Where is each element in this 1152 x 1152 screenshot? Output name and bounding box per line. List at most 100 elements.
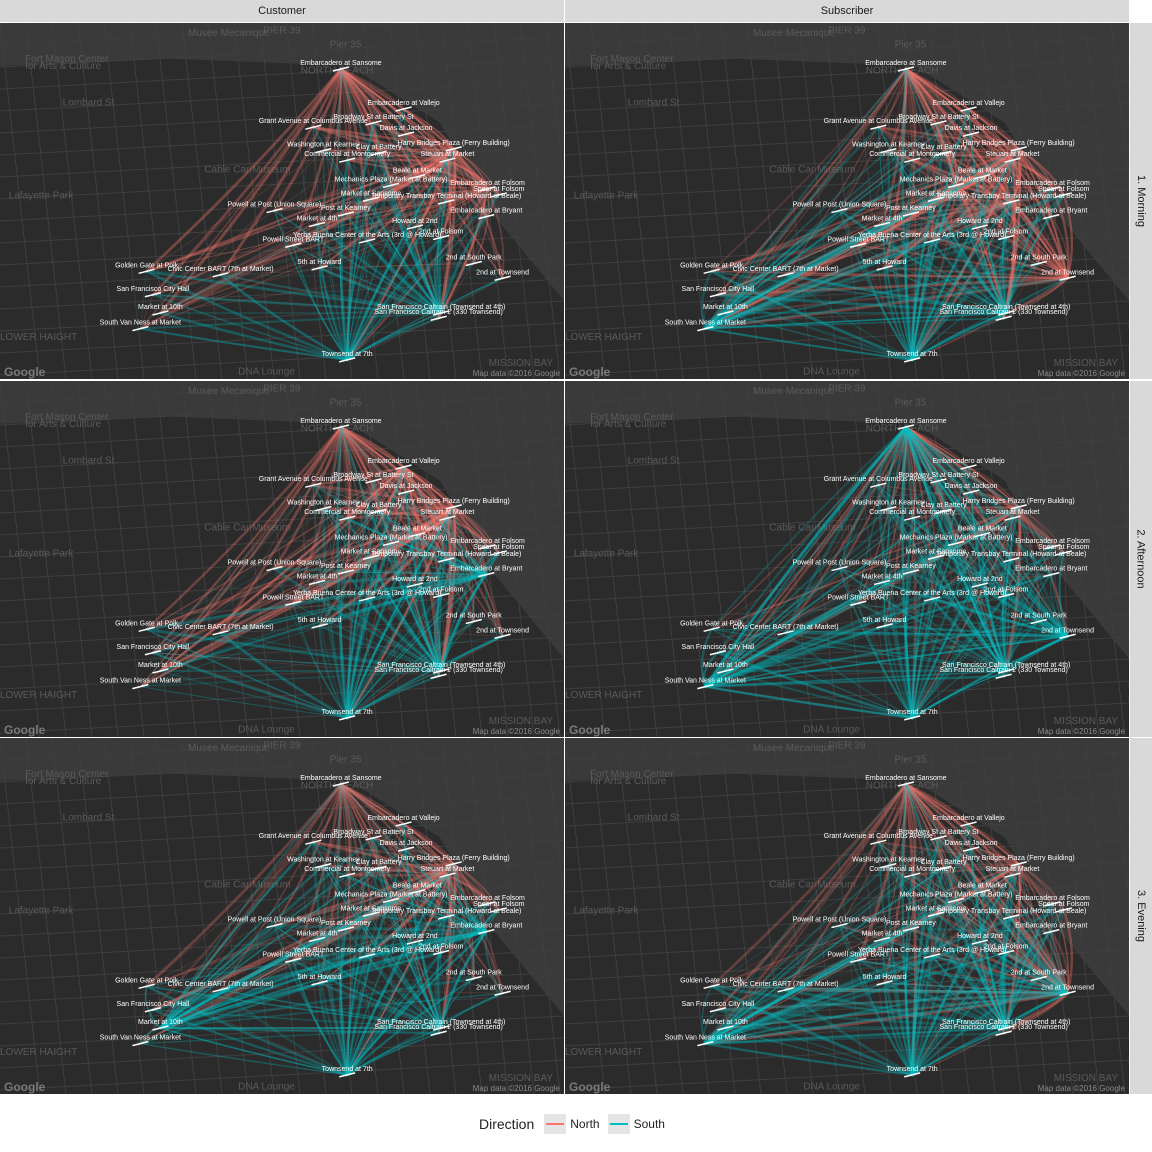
- station-label-commercial-at-montgomery: Commercial at Montgomery: [869, 509, 955, 516]
- flow-north-yerba-buena-center-of-the-arts-3rd-howard-to-steuart-at-market: [365, 516, 449, 601]
- flow-south-golden-gate-at-polk-to-south-van-ness-at-market: [701, 985, 713, 1045]
- flow-north-powell-street-bart-to-embarcadero-at-sansome: [856, 782, 908, 962]
- flow-south-spear-at-folsom-to-san-francisco-caltrain-townsend-at-4th: [440, 193, 500, 315]
- flow-north-san-francisco-city-hall-to-harry-bridges-plaza-ferry-building: [717, 863, 1020, 1011]
- flow-south-powell-at-post-union-square-to-townsend-at-7th: [274, 568, 348, 719]
- flow-south-golden-gate-at-polk-to-san-francisco-caltrain-townsend-at-4th: [711, 628, 1007, 672]
- flow-north-harry-bridges-plaza-ferry-building-to-temporary-transbay-terminal-howard-at-beale: [1010, 148, 1022, 203]
- flow-north-davis-at-jackson-to-steuart-at-market: [970, 133, 1014, 161]
- flow-north-market-at-10th-to-steuart-at-market: [159, 874, 449, 1029]
- flow-south-2nd-at-townsend-to-san-francisco-caltrain-townsend-at-4th: [1005, 635, 1068, 672]
- flow-north-grant-avenue-at-columbus-avenue-to-harry-bridges-plaza-ferry-building: [311, 483, 456, 509]
- flow-south-embarcadero-at-sansome-to-2nd-at-townsend: [905, 783, 1069, 994]
- station-label-embarcadero-at-sansome: Embarcadero at Sansome: [865, 60, 946, 67]
- station-label-steuart-at-market: Steuart at Market: [986, 509, 1040, 516]
- map-label-pier-39: PIER 39: [263, 25, 301, 36]
- flow-north-market-at-sansome-to-embarcadero-at-folsom: [370, 187, 489, 201]
- flow-north-townsend-at-7th-to-mechanics-plaza-market-at-battery: [911, 184, 957, 361]
- flow-north-market-at-10th-to-steuart-at-market: [159, 159, 449, 315]
- station-label-golden-gate-at-polk: Golden Gate at Polk: [680, 262, 744, 269]
- flow-north-yerba-buena-center-of-the-arts-3rd-howard-to-embarcadero-at-vallejo: [931, 823, 970, 957]
- station-marker-2nd-at-folsom: [432, 592, 450, 599]
- flow-south-beale-at-market-to-south-van-ness-at-market: [704, 890, 984, 1045]
- flow-south-civic-center-bart-7th-at-market-to-san-francisco-caltrain-townsend-at-4th: [220, 632, 442, 672]
- flow-north-post-at-kearney-to-mechanics-plaza-market-at-battery: [909, 184, 958, 216]
- flow-south-beale-at-market-to-market-at-10th: [159, 890, 419, 1030]
- station-marker-broadway-st-at-battery-st: [365, 478, 382, 484]
- flow-south-5th-at-howard-to-embarcadero-at-bryant: [318, 573, 488, 628]
- flow-north-golden-gate-at-polk-to-embarcadero-at-sansome: [710, 782, 908, 988]
- flow-north-grant-avenue-at-columbus-avenue-to-embarcadero-at-vallejo: [312, 466, 405, 486]
- flow-north-powell-street-bart-to-harry-bridges-plaza-ferry-building: [857, 862, 1020, 962]
- flow-north-spear-at-folsom-to-harry-bridges-plaza-ferry-building: [1017, 147, 1065, 196]
- flow-north-2nd-at-south-park-to-harry-bridges-plaza-ferry-building: [453, 148, 475, 265]
- map-label-lombard-st: Lombard St: [628, 812, 680, 823]
- flow-south-commercial-at-montgomery-to-townsend-at-7th: [905, 517, 914, 719]
- flow-south-spear-at-folsom-to-2nd-at-townsend: [1058, 551, 1069, 638]
- flow-north-5th-at-howard-to-embarcadero-at-sansome: [883, 67, 908, 270]
- flow-north-clay-at-battery-to-harry-bridges-plaza-ferry-building: [943, 863, 1020, 869]
- flow-south-embarcadero-at-folsom-to-san-francisco-caltrain-townsend-at-4th: [440, 545, 489, 673]
- station-label-embarcadero-at-vallejo: Embarcadero at Vallejo: [932, 815, 1004, 822]
- flow-north-davis-at-jackson-to-harry-bridges-plaza-ferry-building: [969, 847, 1021, 866]
- flow-north-market-at-10th-to-embarcadero-at-vallejo: [158, 465, 406, 673]
- flow-south-townsend-at-7th-to-san-francisco-caltrain-townsend-at-4th: [346, 312, 442, 361]
- flow-north-market-at-sansome-to-powell-at-post-union-square: [274, 556, 372, 570]
- flow-north-market-at-10th-to-harry-bridges-plaza-ferry-building: [724, 506, 1020, 672]
- flow-south-beale-at-market-to-2nd-at-townsend: [981, 890, 1069, 995]
- flow-north-commercial-at-montgomery-to-embarcadero-at-sansome: [904, 426, 917, 520]
- flow-south-market-at-sansome-to-5th-at-howard: [884, 556, 937, 627]
- flow-north-san-francisco-city-hall-to-embarcadero-at-sansome: [716, 782, 908, 1012]
- station-label-san-francisco-caltrain-townsend-at-4th: San Francisco Caltrain (Townsend at 4th): [942, 1019, 1070, 1026]
- flow-south-san-francisco-caltrain-2-330-townsend-to-south-van-ness-at-market: [704, 674, 1005, 688]
- flow-north-5th-at-howard-to-san-francisco-caltrain-townsend-at-4th: [319, 982, 442, 1029]
- flow-north-civic-center-bart-7th-at-market-to-harry-bridges-plaza-ferry-building: [219, 862, 455, 991]
- flow-south-san-francisco-city-hall-to-south-van-ness-at-market: [703, 294, 719, 330]
- flow-north-golden-gate-at-polk-to-embarcadero-at-sansome: [710, 68, 907, 273]
- flow-south-south-van-ness-at-market-to-townsend-at-7th: [704, 327, 914, 362]
- station-label-yerba-buena-center-of-the-arts-3rd-howard: Yerba Buena Center of the Arts (3rd @ Ho…: [293, 947, 441, 954]
- flow-north-5th-at-howard-to-embarcadero-at-sansome: [883, 426, 907, 627]
- flow-north-5th-at-howard-to-harry-bridges-plaza-ferry-building: [883, 147, 1020, 270]
- station-label-market-at-4th: Market at 4th: [297, 930, 338, 937]
- flow-south-townsend-at-7th-to-washington-at-kearney: [322, 865, 348, 1076]
- flow-south-steuart-at-market-to-san-francisco-caltrain-townsend-at-4th: [436, 516, 449, 673]
- flow-north-2nd-at-south-park-to-embarcadero-at-sansome: [904, 782, 1041, 980]
- flow-north-powell-street-bart-to-2nd-at-townsend: [857, 244, 1069, 280]
- flow-north-temporary-transbay-terminal-howard-at-beale-to-steuart-at-market: [444, 873, 455, 919]
- flow-north-embarcadero-at-vallejo-to-harry-bridges-plaza-ferry-building: [967, 465, 1020, 508]
- flow-north-2nd-at-south-park-to-harry-bridges-plaza-ferry-building: [1017, 505, 1041, 623]
- station-marker-market-at-4th: [308, 579, 326, 586]
- station-label-market-at-sansome: Market at Sansome: [341, 190, 402, 197]
- flow-south-2nd-at-south-park-to-townsend-at-7th: [911, 621, 1040, 719]
- flow-north-spear-at-folsom-to-steuart-at-market: [446, 516, 501, 555]
- flow-north-san-francisco-caltrain-townsend-at-4th-to-harry-bridges-plaza-ferry-building: [1005, 862, 1021, 1029]
- flow-north-embarcadero-at-folsom-to-harry-bridges-plaza-ferry-building: [452, 148, 489, 190]
- flow-south-embarcadero-at-folsom-to-market-at-10th: [159, 902, 489, 1030]
- map-label-dna-lounge: DNA Lounge: [803, 367, 860, 378]
- flow-north-washington-at-kearney-to-harry-bridges-plaza-ferry-building: [322, 863, 455, 867]
- flow-south-spear-at-folsom-to-market-at-10th: [159, 552, 500, 672]
- flow-north-2nd-at-folsom-to-steuart-at-market: [439, 158, 453, 239]
- flow-north-market-at-4th-to-mechanics-plaza-market-at-battery: [881, 184, 957, 226]
- flow-south-townsend-at-7th-to-south-van-ness-at-market: [704, 327, 914, 361]
- flow-south-commercial-at-montgomery-to-embarcadero-at-bryant: [346, 517, 488, 576]
- flow-south-powell-street-bart-to-townsend-at-7th: [856, 601, 914, 720]
- flow-south-san-francisco-city-hall-to-townsend-at-7th: [717, 1009, 913, 1076]
- flow-south-market-at-10th-to-townsend-at-7th: [724, 669, 914, 719]
- flow-north-san-francisco-caltrain-townsend-at-4th-to-embarcadero-at-sansome: [905, 426, 1007, 672]
- flow-south-temporary-transbay-terminal-howard-at-beale-to-embarcadero-at-bryant: [444, 558, 488, 577]
- map-label-musee-mecanique: Musee Mecanique: [753, 386, 835, 397]
- station-label-harry-bridges-plaza-ferry-building: Harry Bridges Plaza (Ferry Building): [398, 498, 510, 505]
- flow-south-embarcadero-at-folsom-to-townsend-at-7th: [346, 188, 489, 361]
- station-marker-5th-at-howard: [311, 980, 328, 986]
- flow-north-market-at-4th-to-embarcadero-at-sansome: [316, 782, 342, 941]
- flow-south-market-at-10th-to-san-francisco-city-hall: [152, 652, 161, 672]
- flow-south-howard-at-2nd-to-south-van-ness-at-market: [703, 940, 982, 1046]
- flow-north-golden-gate-at-polk-to-2nd-at-townsend: [710, 985, 1069, 995]
- flow-south-post-at-kearney-to-townsend-at-7th: [904, 928, 913, 1076]
- flow-south-embarcadero-at-folsom-to-townsend-at-7th: [346, 902, 489, 1076]
- flow-south-civic-center-bart-7th-at-market-to-san-francisco-caltrain-townsend-at-4th: [784, 273, 1008, 315]
